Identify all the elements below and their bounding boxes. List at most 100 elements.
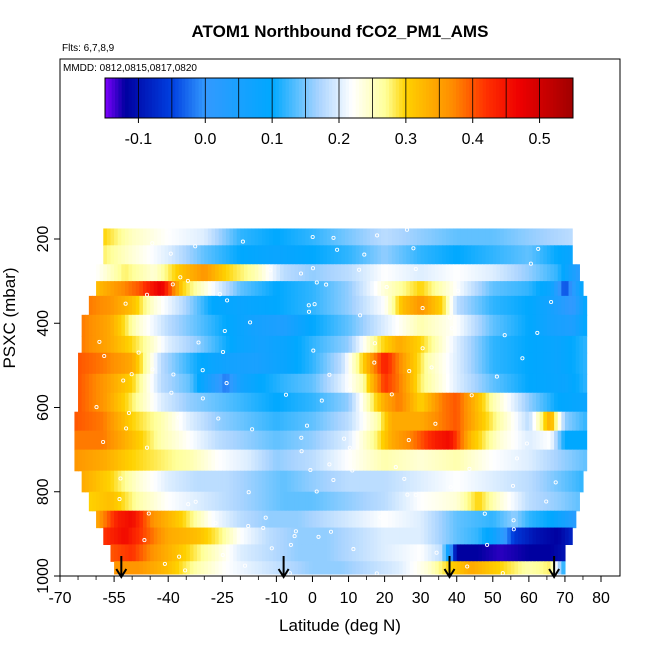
heat-cell xyxy=(139,281,144,297)
heat-cell xyxy=(568,470,573,493)
heat-cell xyxy=(341,527,346,546)
heat-cell xyxy=(471,245,476,265)
colorbar-segment xyxy=(198,78,203,118)
heat-cell xyxy=(399,561,404,575)
heat-cell xyxy=(316,264,321,282)
heat-cell xyxy=(189,281,195,297)
heat-cell xyxy=(427,449,433,472)
heat-cell xyxy=(150,245,155,265)
heat-cell xyxy=(294,449,299,472)
heat-cell xyxy=(215,510,220,529)
heat-cell xyxy=(478,228,483,246)
heat-cell xyxy=(427,544,433,562)
heat-cell xyxy=(572,335,577,354)
heat-cell xyxy=(528,411,534,432)
sample-marker xyxy=(469,393,474,398)
heat-cell xyxy=(301,561,306,575)
heat-cell xyxy=(179,392,184,413)
heat-cell xyxy=(258,392,263,413)
heat-cell xyxy=(186,449,191,472)
heat-cell xyxy=(417,228,422,246)
heat-cell xyxy=(370,510,375,529)
heat-cell xyxy=(323,527,328,546)
heat-cell xyxy=(453,430,458,451)
heat-cell xyxy=(510,470,516,493)
heat-cell xyxy=(301,264,306,282)
heat-cell xyxy=(276,281,281,297)
heat-cell xyxy=(460,281,465,297)
heat-cell xyxy=(240,245,245,265)
heat-cell xyxy=(344,491,350,512)
heat-cell xyxy=(117,373,122,394)
heat-cell xyxy=(424,228,429,246)
heat-cell xyxy=(550,527,555,546)
profile-arrows xyxy=(115,556,560,579)
heat-cell xyxy=(485,430,490,451)
heat-cell xyxy=(431,470,436,493)
heat-cell xyxy=(507,352,512,375)
heat-cell xyxy=(492,295,498,316)
heat-cell xyxy=(254,430,259,451)
heat-cell xyxy=(117,470,122,493)
heat-cell xyxy=(186,228,191,246)
heat-cell xyxy=(503,228,508,246)
heat-cell xyxy=(323,491,328,512)
heat-cell xyxy=(103,295,108,316)
colorbar-segment xyxy=(449,78,454,118)
heat-cell xyxy=(518,352,523,375)
sample-marker xyxy=(511,527,516,532)
heat-cell xyxy=(247,510,252,529)
heat-cell xyxy=(474,264,479,282)
heat-cell xyxy=(233,561,238,575)
heat-cell xyxy=(536,430,541,451)
heat-cell xyxy=(366,392,371,413)
heat-cell xyxy=(492,561,498,575)
heat-cell xyxy=(399,264,404,282)
sample-marker xyxy=(405,492,410,497)
heat-cell xyxy=(507,411,512,432)
heat-cell xyxy=(395,430,400,451)
heat-cell xyxy=(247,449,252,472)
heat-cell xyxy=(359,510,364,529)
heat-cell xyxy=(384,544,389,562)
heat-cell xyxy=(287,491,292,512)
heat-cell xyxy=(103,527,108,546)
heat-cell xyxy=(110,373,115,394)
heat-cell xyxy=(233,373,238,394)
heat-cell xyxy=(280,281,285,297)
dates-label: MMDD: 0812,0815,0817,0820 xyxy=(63,63,197,74)
heat-cell xyxy=(139,352,144,375)
heat-cell xyxy=(561,335,566,354)
heat-cell xyxy=(96,314,101,337)
x-tick-label: 60 xyxy=(520,590,538,607)
heat-cell xyxy=(514,449,519,472)
heat-cell xyxy=(337,228,342,246)
heat-cell xyxy=(572,281,577,297)
heat-cell xyxy=(186,295,191,316)
sample-markers xyxy=(94,227,558,576)
sample-marker xyxy=(449,326,454,331)
heat-cell xyxy=(200,470,205,493)
heat-cell xyxy=(362,295,368,316)
heat-cell xyxy=(442,335,447,354)
heat-cell xyxy=(355,281,360,297)
heat-cell xyxy=(525,392,530,413)
sample-marker xyxy=(310,234,315,240)
heat-cell xyxy=(546,352,552,375)
heat-cell xyxy=(254,491,259,512)
heat-cell xyxy=(377,411,382,432)
heat-cell xyxy=(352,544,357,562)
heat-cell xyxy=(399,314,404,337)
heat-cell xyxy=(298,335,303,354)
heat-cell xyxy=(453,228,458,246)
heat-cell xyxy=(453,470,458,493)
heat-cell xyxy=(186,264,191,282)
heat-cell xyxy=(308,510,314,529)
heat-cell xyxy=(312,281,317,297)
heat-cell xyxy=(153,392,158,413)
x-tick-label: -70 xyxy=(48,590,71,607)
sample-marker xyxy=(242,563,248,568)
heat-cell xyxy=(197,314,202,337)
heat-cell xyxy=(395,527,400,546)
heat-cell xyxy=(261,352,267,375)
